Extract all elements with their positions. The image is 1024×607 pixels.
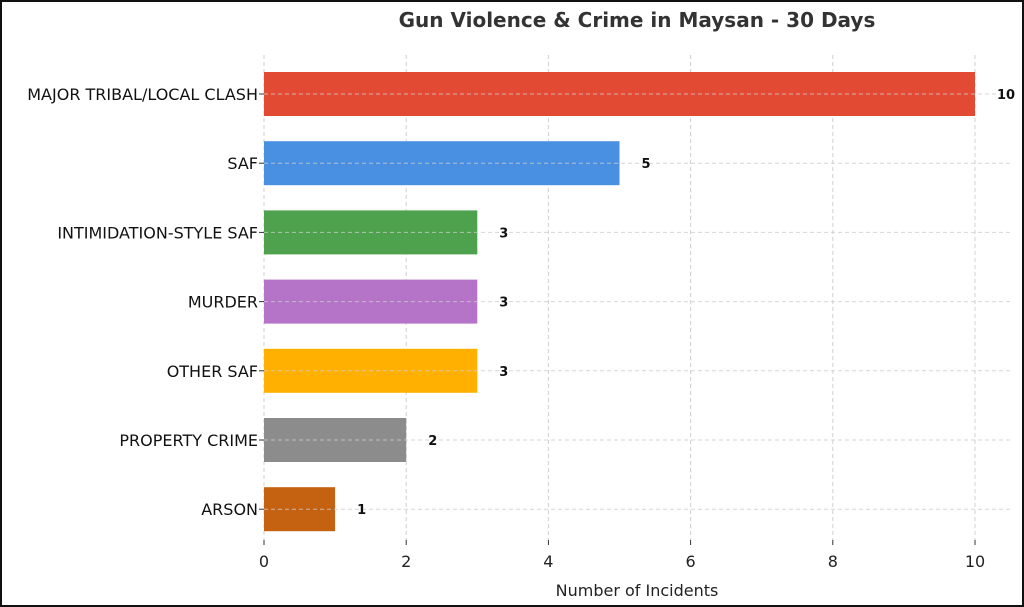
category-label: MURDER	[188, 293, 258, 312]
x-tick-label: 2	[401, 552, 411, 571]
data-label: 3	[499, 365, 508, 380]
category-label: PROPERTY CRIME	[119, 431, 258, 450]
x-tick-label: 4	[543, 552, 553, 571]
x-tick-label: 6	[686, 552, 696, 571]
data-label: 2	[428, 434, 437, 449]
category-label: OTHER SAF	[167, 362, 258, 381]
category-label: MAJOR TRIBAL/LOCAL CLASH	[27, 85, 258, 104]
category-label: INTIMIDATION-STYLE SAF	[57, 223, 258, 242]
x-tick-label: 8	[828, 552, 838, 571]
chart-title: Gun Violence & Crime in Maysan - 30 Days	[399, 8, 876, 32]
bar-major-tribal-local-clash	[264, 72, 975, 116]
category-label: ARSON	[201, 500, 258, 519]
x-tick-label: 10	[965, 552, 985, 571]
x-tick-label: 0	[259, 552, 269, 571]
data-label: 1	[357, 503, 366, 518]
data-label: 3	[499, 296, 508, 311]
data-label: 10	[997, 88, 1015, 103]
category-label: SAF	[227, 154, 258, 173]
x-axis-label: Number of Incidents	[556, 581, 719, 600]
data-label: 5	[642, 157, 651, 172]
data-label: 3	[499, 226, 508, 241]
